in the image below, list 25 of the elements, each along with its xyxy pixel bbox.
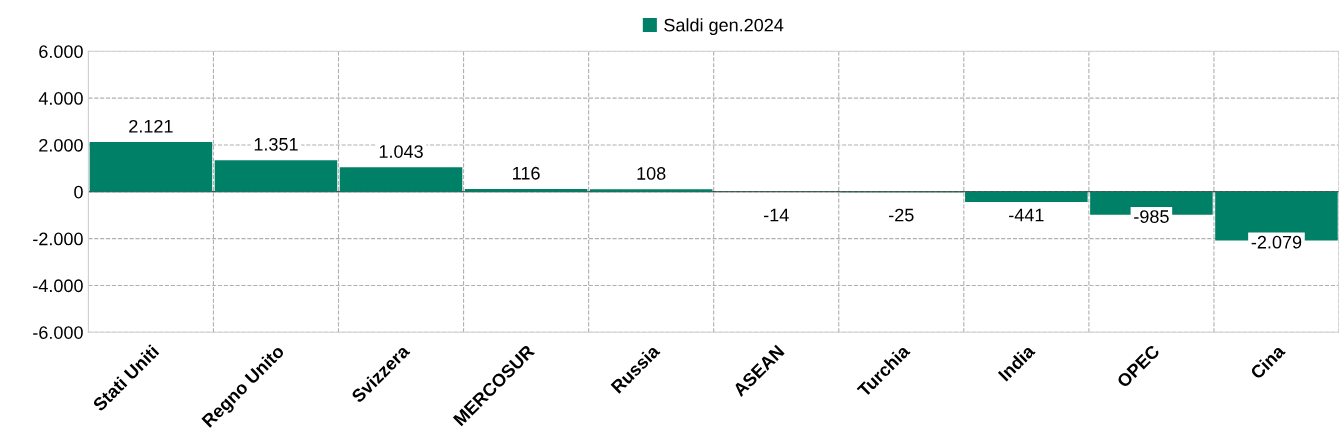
text: -441 [1009,208,1044,222]
y-tick-label: -4.000 [33,279,83,293]
y-tick-label: 4.000 [38,92,83,105]
bar [339,167,463,192]
y-tick-label: -2.000 [33,232,83,246]
bar [214,160,338,192]
y-tick-label: 2.000 [39,138,83,152]
bar [965,191,1088,203]
text: -25 [889,208,914,222]
text: -2.079 [1251,235,1302,249]
bar [89,142,213,192]
text: 2.121 [129,119,173,133]
text: 108 [637,167,666,180]
y-tick-label: 0 [74,185,83,199]
x-tick-label: Cina [1249,343,1286,380]
legend-label: Saldi gen.2024 [664,18,784,36]
text: -985 [1134,210,1169,223]
text: 1.351 [254,137,298,151]
y-tick-label: 6.000 [39,45,83,59]
text: 116 [513,166,540,180]
text: 1.043 [379,145,423,158]
bar [589,189,713,192]
bar [464,189,588,192]
y-tick-label: -6.000 [33,326,83,339]
text: -14 [763,208,789,222]
